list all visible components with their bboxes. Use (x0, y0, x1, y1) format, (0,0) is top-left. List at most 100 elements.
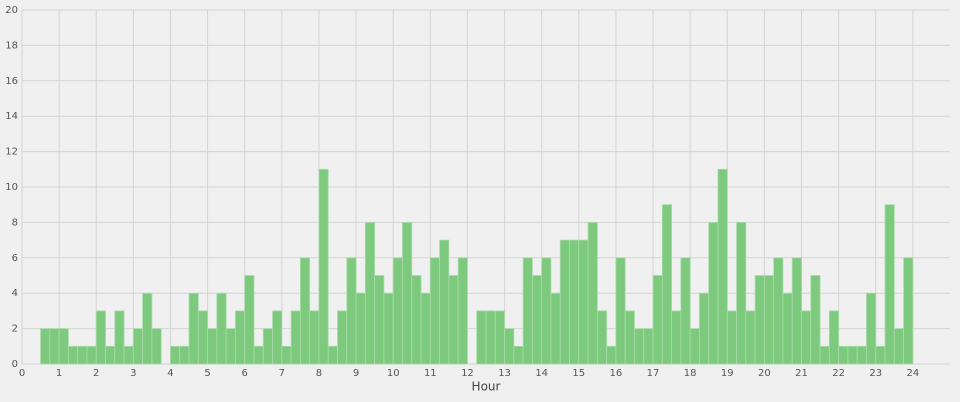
bar (337, 310, 348, 365)
bar (253, 345, 264, 365)
x-axis-label: Hour (472, 380, 501, 394)
x-tick-label: 0 (19, 368, 25, 379)
bar (606, 345, 617, 365)
bar (699, 292, 710, 365)
y-tick-label: 10 (5, 182, 18, 193)
bar (402, 221, 413, 365)
bar (95, 310, 106, 365)
bar (559, 239, 570, 365)
bar (318, 168, 329, 365)
x-tick-label: 2 (93, 368, 99, 379)
bar (903, 257, 914, 365)
bar (383, 292, 394, 365)
bar (884, 204, 895, 365)
x-tick-label: 1 (56, 368, 62, 379)
y-tick-label: 18 (5, 40, 18, 51)
y-tick-label: 0 (12, 359, 18, 370)
y-tick-label: 6 (12, 253, 18, 264)
bar (726, 310, 737, 365)
bar (346, 257, 357, 365)
bar (58, 328, 69, 365)
bar (327, 345, 338, 365)
x-tick-label: 15 (572, 368, 585, 379)
bar (225, 328, 236, 365)
bar (717, 168, 728, 365)
x-tick-label: 13 (498, 368, 511, 379)
bar (290, 310, 301, 365)
bar (355, 292, 366, 365)
y-tick-label: 12 (5, 147, 18, 158)
x-tick-label: 18 (684, 368, 697, 379)
bar (77, 345, 88, 365)
x-tick-label: 3 (130, 368, 136, 379)
bar (411, 275, 422, 365)
bar (457, 257, 468, 365)
x-tick-label: 16 (610, 368, 623, 379)
x-tick-label: 11 (424, 368, 437, 379)
bar (838, 345, 849, 365)
x-tick-label: 22 (832, 368, 845, 379)
x-tick-label: 17 (647, 368, 660, 379)
bar (661, 204, 673, 365)
bar (448, 275, 459, 365)
bar (893, 328, 905, 365)
bar (819, 345, 830, 365)
bar (522, 257, 533, 365)
bar (262, 328, 273, 365)
bar (773, 257, 784, 365)
x-tick-label: 4 (167, 368, 173, 379)
bar (299, 257, 311, 365)
bar (207, 328, 218, 365)
bar (782, 292, 793, 365)
bar (801, 310, 812, 365)
x-tick-label: 8 (316, 368, 322, 379)
bar (216, 292, 227, 365)
bar (494, 310, 505, 365)
bar (476, 310, 487, 365)
bar (875, 345, 886, 365)
bar (652, 275, 663, 365)
bar (132, 328, 144, 365)
bar (828, 310, 840, 365)
bar (40, 328, 51, 365)
bar (309, 310, 320, 365)
bar (745, 310, 756, 365)
bar (615, 257, 626, 365)
y-tick-label: 4 (12, 288, 18, 299)
bar (485, 310, 496, 365)
bar (689, 328, 700, 365)
bar (810, 275, 821, 365)
bar (671, 310, 682, 365)
x-tick-label: 20 (758, 368, 771, 379)
bar (866, 292, 877, 365)
bar (550, 292, 561, 365)
bar (179, 345, 190, 365)
bar (170, 345, 181, 365)
y-tick-label: 2 (12, 324, 18, 335)
bar (420, 292, 431, 365)
bar (151, 328, 162, 365)
y-tick-label: 20 (5, 5, 18, 16)
bar (634, 328, 645, 365)
bar (188, 292, 199, 365)
bar (429, 257, 441, 365)
bar (49, 328, 60, 365)
bar (123, 345, 134, 365)
x-tick-label: 10 (387, 368, 400, 379)
y-tick-label: 8 (12, 217, 18, 228)
x-tick-label: 7 (279, 368, 285, 379)
bar (569, 239, 580, 365)
x-tick-label: 21 (795, 368, 808, 379)
x-tick-label: 9 (353, 368, 359, 379)
bar (142, 292, 153, 365)
y-tick-label: 14 (5, 111, 18, 122)
bar (708, 221, 719, 365)
bar (364, 221, 376, 365)
bar (244, 275, 255, 365)
bar (596, 310, 608, 365)
bar (86, 345, 97, 365)
bar (754, 275, 765, 365)
bar (439, 239, 450, 365)
x-tick-label: 14 (535, 368, 548, 379)
bar (197, 310, 209, 365)
